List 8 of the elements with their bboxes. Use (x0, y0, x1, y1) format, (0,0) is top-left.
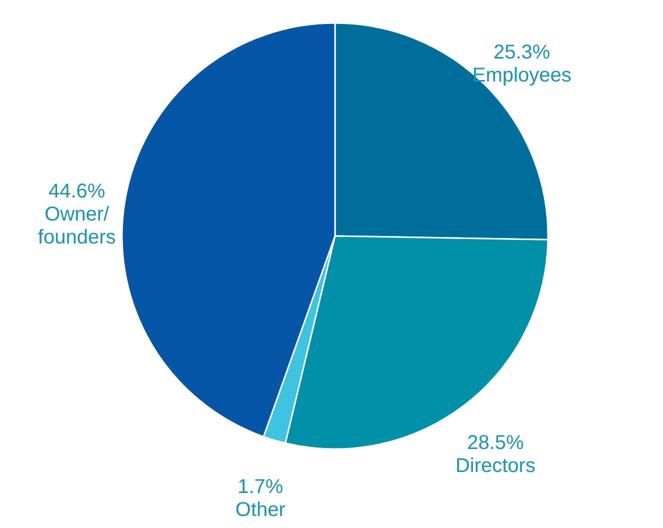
data-label: 1.7% (238, 476, 284, 498)
slice-label: Directors (455, 455, 536, 478)
slice-label: Other (235, 499, 286, 522)
slice-label: Owner/founders (38, 203, 116, 248)
data-label: 28.5% (467, 432, 524, 454)
data-label: 25.3% (493, 41, 550, 64)
slice-label: Employees (472, 64, 572, 86)
data-label: 44.6% (48, 180, 106, 202)
